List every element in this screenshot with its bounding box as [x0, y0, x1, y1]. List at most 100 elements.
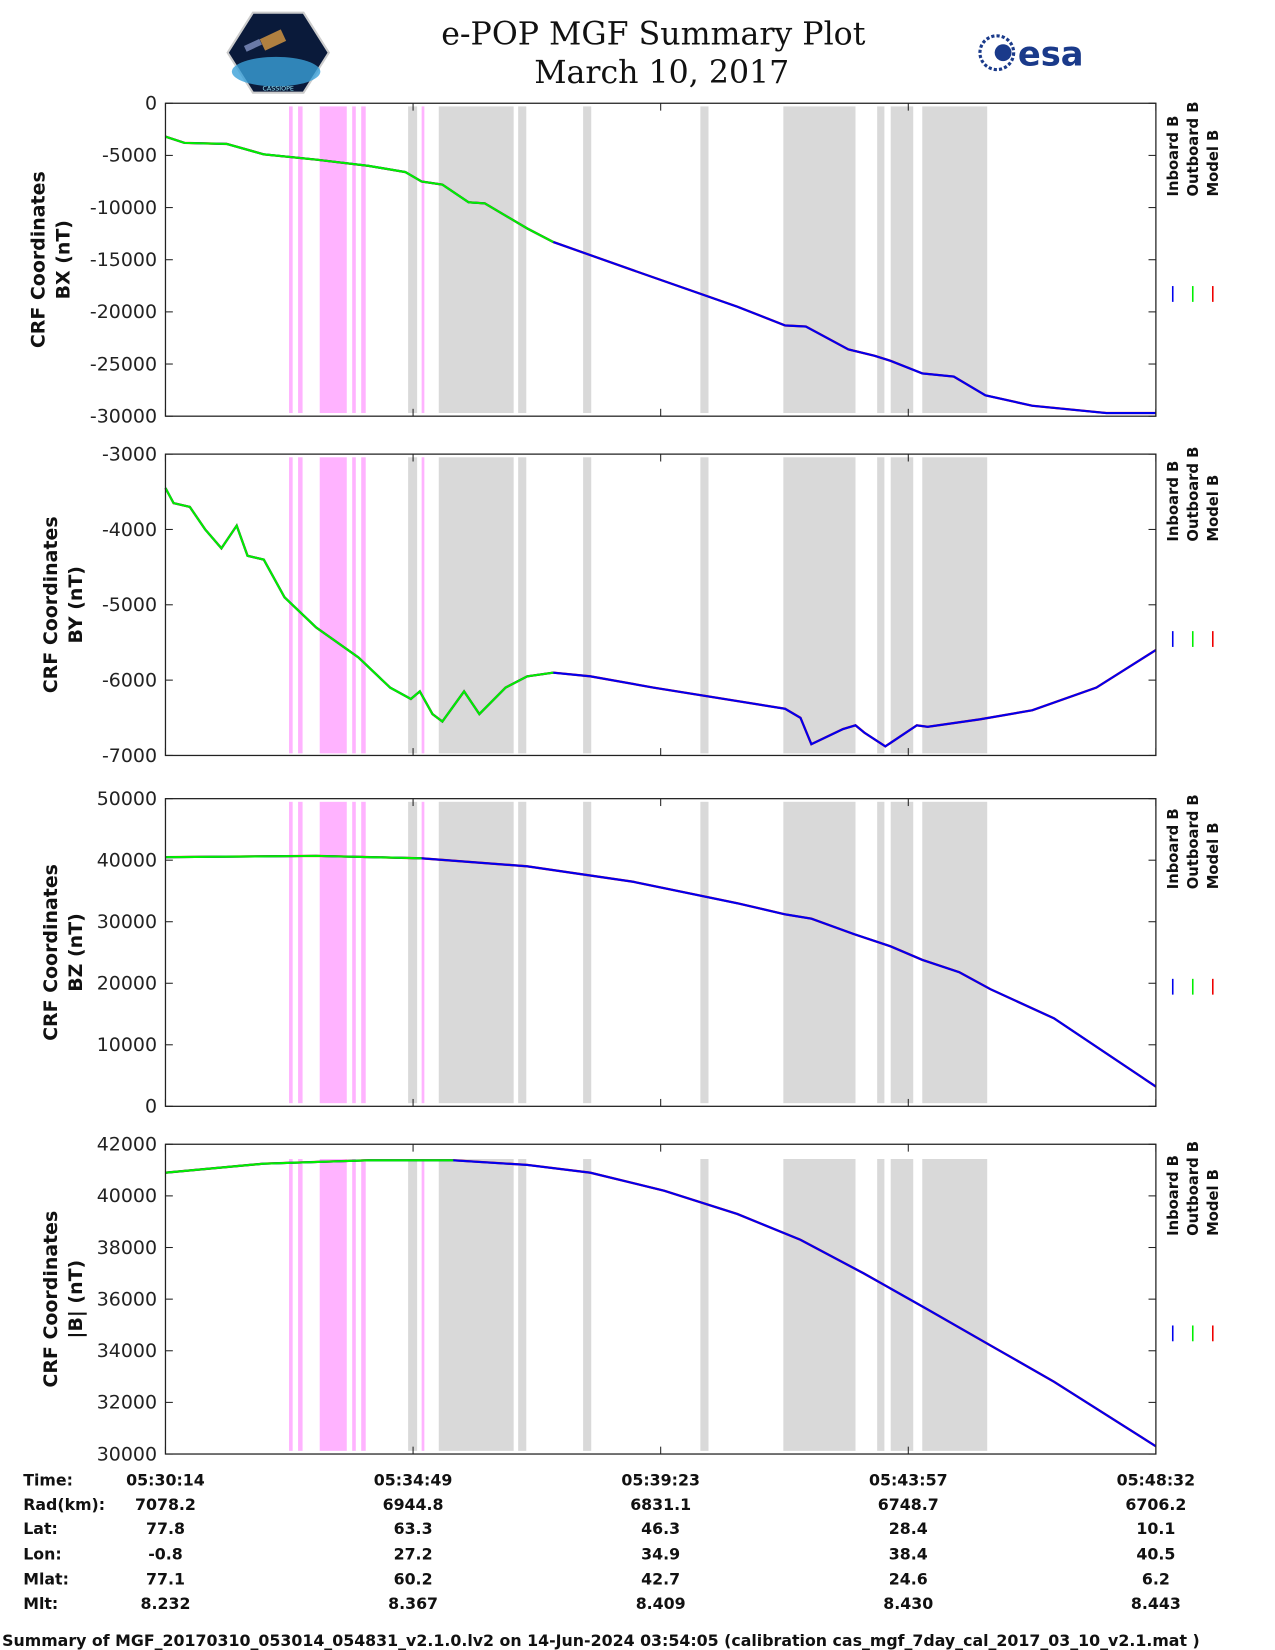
legend-label: Model B [1205, 130, 1222, 197]
pink-shaded-interval [289, 457, 293, 754]
pink-shaded-interval [298, 106, 303, 414]
y-tick-label: 20000 [97, 973, 157, 995]
y-axis-label-line2: |B| (nT) [65, 1260, 87, 1339]
gray-shaded-interval [783, 457, 856, 754]
y-tick-label: 0 [145, 1096, 157, 1118]
pink-shaded-interval [421, 801, 425, 1104]
y-axis-label-line1: CRF Coordinates [40, 864, 62, 1041]
inboard-b-line [164, 487, 1157, 748]
legend-label: Inboard B [1165, 116, 1182, 197]
y-axis-label-line1: CRF Coordinates [27, 171, 49, 348]
y-tick-label: -25000 [90, 353, 157, 375]
info-row-label: Lat: [23, 1519, 58, 1538]
pink-shaded-interval [352, 801, 356, 1104]
gray-shaded-interval [922, 106, 988, 414]
info-cell: 05:30:14 [126, 1471, 205, 1490]
gray-shaded-interval [783, 1159, 856, 1451]
gray-shaded-interval [877, 801, 885, 1104]
y-tick-label: 40000 [97, 850, 157, 872]
y-axis-label-line2: BZ (nT) [65, 913, 87, 992]
pink-shaded-interval [319, 457, 347, 754]
info-cell: 8.232 [140, 1594, 190, 1613]
axes-box [164, 102, 1157, 417]
y-tick-label: 40000 [97, 1185, 157, 1207]
info-cell: -0.8 [148, 1544, 183, 1563]
gray-shaded-interval [877, 1159, 885, 1451]
title-line1: e-POP MGF Summary Plot [441, 16, 866, 52]
info-row-label: Mlat: [23, 1570, 69, 1589]
inboard-b-line [165, 1159, 1157, 1448]
y-tick-label: -10000 [90, 197, 157, 219]
gray-shaded-interval [583, 106, 592, 414]
y-tick-label: 32000 [97, 1392, 157, 1414]
panel-2: -3000 -4000 -5000 -6000 -7000 CRF Coordinates… [40, 443, 1222, 766]
y-axis-label-line2: BY (nT) [65, 566, 87, 643]
info-cell: 8.367 [388, 1594, 438, 1613]
info-cell: 38.4 [889, 1544, 928, 1563]
gray-shaded-interval [408, 801, 418, 1104]
info-cell: 6831.1 [630, 1495, 691, 1514]
pink-shaded-interval [289, 106, 293, 414]
pink-shaded-interval [421, 457, 425, 754]
pink-shaded-interval [319, 106, 347, 414]
y-tick-label: -5000 [102, 594, 157, 616]
pink-shaded-interval [319, 801, 347, 1104]
pink-shaded-interval [352, 1159, 356, 1451]
info-row-label: Rad(km): [23, 1495, 105, 1514]
panel-1: 0 -5000 -10000 -15000 -20000 -25000 -30000 CRF … [27, 93, 1222, 428]
pink-shaded-interval [361, 457, 366, 754]
y-tick-label: -4000 [102, 519, 157, 541]
legend-label: Inboard B [1165, 1155, 1182, 1236]
gray-shaded-interval [583, 801, 592, 1104]
cassiope-logo: CASSIOPE [226, 11, 331, 94]
legend-label: Inboard B [1165, 808, 1182, 889]
gray-shaded-interval [890, 801, 914, 1104]
y-tick-label: 36000 [97, 1288, 157, 1310]
panel-4: 42000 40000 38000 36000 34000 32000 30000 CRF C… [40, 1134, 1222, 1466]
info-cell: 77.1 [146, 1570, 185, 1589]
info-cell: 05:43:57 [869, 1471, 948, 1490]
model-b-line [164, 487, 1157, 748]
legend-label: Outboard B [1185, 794, 1202, 889]
gray-shaded-interval [583, 1159, 592, 1451]
gray-shaded-interval [922, 457, 988, 754]
y-tick-label: -30000 [90, 406, 157, 428]
model-b-line [165, 1159, 1157, 1448]
pink-shaded-interval [352, 457, 356, 754]
legend-label: Model B [1205, 475, 1222, 542]
gray-shaded-interval [700, 457, 709, 754]
info-cell: 8.430 [883, 1594, 933, 1613]
gray-shaded-interval [408, 1159, 418, 1451]
legend-label: Model B [1205, 1169, 1222, 1236]
legend-label: Inboard B [1165, 461, 1182, 542]
info-cell: 27.2 [394, 1544, 433, 1563]
y-tick-label: 30000 [97, 1443, 157, 1465]
y-tick-label: 0 [145, 93, 157, 115]
inboard-b-line [165, 854, 1157, 1088]
gray-shaded-interval [583, 457, 592, 754]
gray-shaded-interval [700, 106, 709, 414]
legend-label: Outboard B [1185, 1141, 1202, 1236]
y-tick-label: -7000 [102, 745, 157, 767]
pink-shaded-interval [361, 801, 366, 1104]
y-tick-label: -15000 [90, 249, 157, 271]
gray-shaded-interval [700, 1159, 709, 1451]
y-axis-label-line1: CRF Coordinates [40, 1211, 62, 1388]
info-cell: 60.2 [394, 1570, 433, 1589]
info-cell: 6748.7 [878, 1495, 939, 1514]
info-cell: 8.409 [636, 1594, 686, 1613]
cassiope-logo-text: CASSIOPE [263, 86, 294, 93]
gray-shaded-interval [518, 106, 527, 414]
legend-label: Outboard B [1185, 102, 1202, 197]
panel-3: 50000 40000 30000 20000 10000 0 CRF Coordinate… [40, 788, 1222, 1118]
gray-shaded-interval [438, 801, 514, 1104]
axes-box [164, 798, 1157, 1107]
pink-shaded-interval [352, 106, 356, 414]
model-b-line [165, 854, 1157, 1088]
info-cell: 10.1 [1136, 1519, 1175, 1538]
pink-shaded-interval [361, 106, 366, 414]
gray-shaded-interval [922, 801, 988, 1104]
info-cell: 46.3 [641, 1519, 680, 1538]
info-cell: 77.8 [146, 1519, 185, 1538]
gray-shaded-interval [438, 106, 514, 414]
